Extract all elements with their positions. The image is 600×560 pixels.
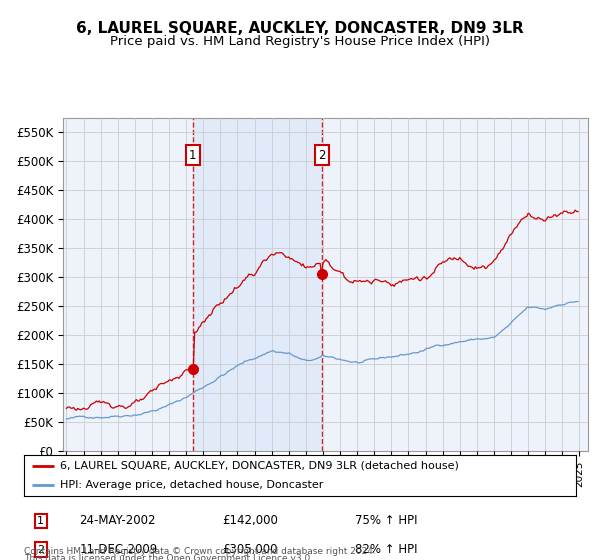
Text: £305,000: £305,000 [223, 543, 278, 557]
Text: HPI: Average price, detached house, Doncaster: HPI: Average price, detached house, Donc… [60, 480, 323, 491]
Text: 1: 1 [37, 516, 44, 526]
Text: 82% ↑ HPI: 82% ↑ HPI [355, 543, 418, 557]
Text: 1: 1 [189, 149, 196, 162]
Text: 24-MAY-2002: 24-MAY-2002 [79, 515, 156, 528]
Text: 2: 2 [37, 545, 44, 555]
Text: £142,000: £142,000 [223, 515, 278, 528]
Text: 11-DEC-2009: 11-DEC-2009 [79, 543, 157, 557]
Text: 6, LAUREL SQUARE, AUCKLEY, DONCASTER, DN9 3LR (detached house): 6, LAUREL SQUARE, AUCKLEY, DONCASTER, DN… [60, 461, 459, 471]
Text: Contains HM Land Registry data © Crown copyright and database right 2024.: Contains HM Land Registry data © Crown c… [24, 547, 376, 556]
Text: 2: 2 [319, 149, 326, 162]
Text: This data is licensed under the Open Government Licence v3.0.: This data is licensed under the Open Gov… [24, 554, 313, 560]
Text: 75% ↑ HPI: 75% ↑ HPI [355, 515, 418, 528]
Text: 6, LAUREL SQUARE, AUCKLEY, DONCASTER, DN9 3LR: 6, LAUREL SQUARE, AUCKLEY, DONCASTER, DN… [76, 21, 524, 36]
Bar [193, 118, 322, 451]
Text: Price paid vs. HM Land Registry's House Price Index (HPI): Price paid vs. HM Land Registry's House … [110, 35, 490, 48]
